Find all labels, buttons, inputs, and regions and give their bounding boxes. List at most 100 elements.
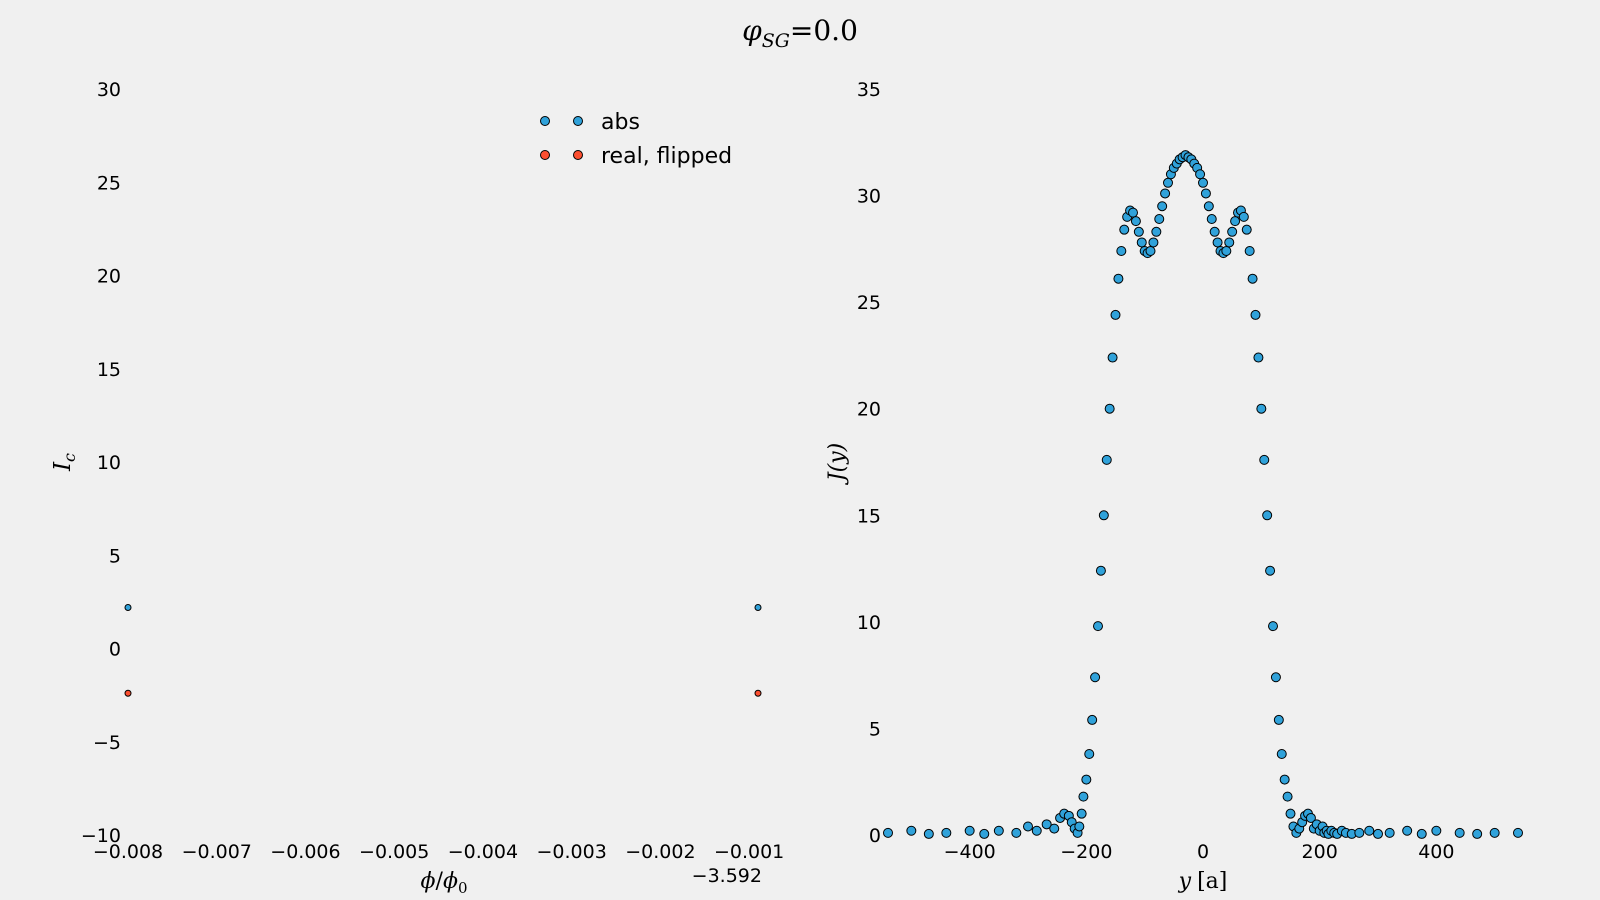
left-x-axis-label: ϕ/ϕ0 bbox=[421, 869, 468, 897]
legend-item-real-flipped: real, flipped bbox=[540, 144, 732, 169]
right-point-j-y bbox=[1402, 825, 1413, 836]
right-point-j-y bbox=[883, 827, 893, 838]
left-x-tick-label: −0.004 bbox=[448, 841, 518, 863]
title-subscript: SG bbox=[762, 30, 790, 52]
left-x-tick-label: −0.008 bbox=[93, 841, 163, 863]
right-point-j-y bbox=[1244, 245, 1255, 256]
right-point-j-y bbox=[1259, 454, 1270, 465]
right-point-j-y bbox=[1241, 224, 1252, 235]
right-y-tick-label: 25 bbox=[857, 292, 881, 314]
right-point-j-y bbox=[1101, 454, 1112, 465]
left-point-real-flipped bbox=[754, 689, 762, 697]
right-x-tick-label: 0 bbox=[1197, 841, 1209, 863]
right-point-j-y bbox=[1098, 510, 1109, 521]
right-point-j-y bbox=[1154, 214, 1165, 225]
right-x-ticks: −400 −200 0 200 400 bbox=[944, 841, 1455, 863]
left-y-tick-label: −5 bbox=[93, 732, 121, 754]
right-point-j-y bbox=[1130, 216, 1141, 227]
right-y-tick-label: 30 bbox=[857, 186, 881, 208]
right-y-tick-label: 0 bbox=[869, 825, 881, 847]
right-point-j-y bbox=[1136, 237, 1147, 248]
right-point-j-y bbox=[1119, 224, 1130, 235]
right-point-j-y bbox=[1250, 309, 1261, 320]
right-point-j-y bbox=[1090, 672, 1101, 683]
right-point-j-y bbox=[1203, 201, 1214, 212]
right-point-j-y bbox=[1513, 827, 1523, 838]
right-point-j-y bbox=[1093, 621, 1103, 632]
right-point-j-y bbox=[1489, 827, 1500, 838]
right-point-j-y bbox=[1087, 714, 1098, 725]
right-point-j-y bbox=[993, 825, 1004, 836]
left-y-axis-label: Ic bbox=[50, 453, 79, 472]
title-symbol: φ bbox=[742, 14, 762, 47]
left-legend: abs real, flipped bbox=[540, 110, 732, 169]
legend-marker-real-2 bbox=[573, 150, 583, 160]
right-point-j-y bbox=[1148, 237, 1159, 248]
right-point-j-y bbox=[1110, 309, 1121, 320]
left-y-tick-label: 5 bbox=[109, 545, 121, 567]
title-value: =0.0 bbox=[790, 14, 858, 47]
left-y-tick-label: −10 bbox=[81, 825, 121, 847]
right-chart: 0 5 10 15 20 25 30 35 −400 −200 0 200 400 y [a] J(y) bbox=[825, 79, 1523, 894]
left-y-tick-label: 20 bbox=[97, 266, 121, 288]
left-x-tick-label: −0.007 bbox=[182, 841, 252, 863]
right-x-axis-label: y [a] bbox=[1178, 869, 1228, 894]
right-y-ticks: 0 5 10 15 20 25 30 35 bbox=[857, 79, 881, 847]
right-point-j-y bbox=[1151, 226, 1162, 237]
right-point-j-y bbox=[1472, 828, 1483, 839]
right-point-j-y bbox=[1041, 819, 1052, 830]
right-y-tick-label: 35 bbox=[857, 79, 881, 101]
right-point-j-y bbox=[1074, 821, 1085, 832]
right-point-j-y bbox=[1305, 812, 1316, 823]
right-points bbox=[883, 150, 1523, 839]
right-point-j-y bbox=[1157, 201, 1168, 212]
left-y-tick-label: 10 bbox=[97, 452, 121, 474]
right-point-j-y bbox=[1224, 237, 1235, 248]
right-point-j-y bbox=[1373, 828, 1383, 839]
right-point-j-y bbox=[1270, 672, 1281, 683]
left-points bbox=[124, 603, 762, 697]
legend-marker-real-1 bbox=[540, 150, 550, 160]
right-point-j-y bbox=[1023, 821, 1033, 832]
left-y-tick-label: 25 bbox=[97, 172, 121, 194]
right-point-j-y bbox=[1049, 823, 1060, 834]
right-point-j-y bbox=[1011, 827, 1022, 838]
right-point-j-y bbox=[1200, 188, 1211, 199]
left-y-ticks: −10 −5 0 5 10 15 20 25 30 bbox=[81, 79, 121, 847]
right-point-j-y bbox=[1364, 825, 1375, 836]
right-point-j-y bbox=[1160, 188, 1171, 199]
right-y-axis-label: J(y) bbox=[825, 443, 850, 485]
right-point-j-y bbox=[1145, 245, 1156, 256]
right-point-j-y bbox=[906, 825, 917, 836]
left-point-real-flipped bbox=[124, 689, 132, 697]
left-y-tick-label: 0 bbox=[109, 639, 121, 661]
left-x-ticks: −0.008 −0.007 −0.006 −0.005 −0.004 −0.003 −0.0… bbox=[93, 841, 784, 863]
right-point-j-y bbox=[1230, 216, 1241, 227]
right-point-j-y bbox=[1221, 245, 1232, 256]
left-x-tick-label: −0.006 bbox=[270, 841, 340, 863]
right-point-j-y bbox=[1116, 245, 1127, 256]
legend-item-abs: abs bbox=[540, 110, 640, 135]
right-point-j-y bbox=[1238, 211, 1249, 222]
right-point-j-y bbox=[1078, 791, 1089, 802]
right-point-j-y bbox=[1273, 714, 1284, 725]
right-point-j-y bbox=[1104, 403, 1115, 414]
right-point-j-y bbox=[964, 825, 975, 836]
right-point-j-y bbox=[1268, 621, 1278, 632]
left-point-abs bbox=[754, 603, 762, 611]
right-point-j-y bbox=[1279, 774, 1290, 785]
right-x-tick-label: −200 bbox=[1060, 841, 1112, 863]
right-point-j-y bbox=[1227, 226, 1238, 237]
right-y-tick-label: 20 bbox=[857, 399, 881, 421]
right-point-j-y bbox=[1031, 825, 1042, 836]
right-point-j-y bbox=[1163, 177, 1173, 188]
right-point-j-y bbox=[1354, 827, 1365, 838]
legend-marker-abs-2 bbox=[573, 116, 583, 126]
right-point-j-y bbox=[1431, 825, 1442, 836]
right-point-j-y bbox=[1133, 226, 1144, 237]
right-point-j-y bbox=[1113, 273, 1124, 284]
right-point-j-y bbox=[1276, 749, 1287, 760]
right-point-j-y bbox=[1081, 774, 1092, 785]
